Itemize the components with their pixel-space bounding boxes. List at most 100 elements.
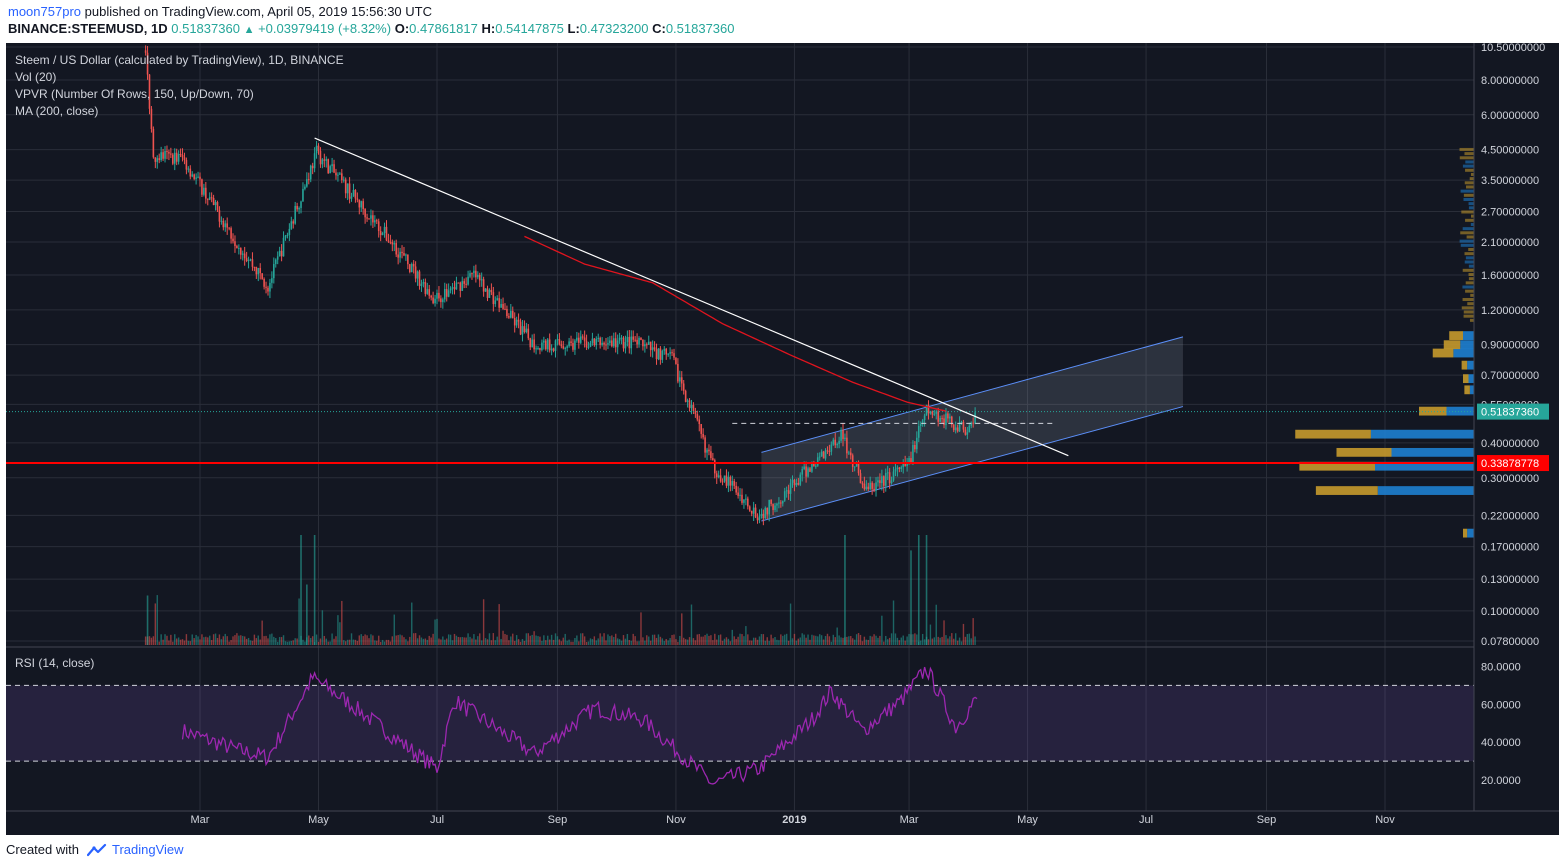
volume-bar xyxy=(442,636,444,645)
candle-body xyxy=(952,424,955,431)
volume-bar xyxy=(531,634,533,645)
symbol-ohlc-line: BINANCE:STEEMUSD, 1D 0.51837360 ▲ +0.039… xyxy=(8,21,735,36)
candle-body xyxy=(754,507,757,518)
volume-bar xyxy=(665,639,667,645)
vpvr-thin-bar xyxy=(1462,227,1474,231)
candle-body xyxy=(409,264,411,273)
volume-bar xyxy=(710,635,712,645)
candle-body xyxy=(593,338,596,346)
volume-bar xyxy=(772,638,774,645)
vpvr-down-bar xyxy=(1432,348,1454,358)
volume-bar xyxy=(615,633,617,645)
candle-body xyxy=(556,339,559,341)
volume-bar xyxy=(626,633,629,645)
volume-bar xyxy=(603,633,605,645)
vpvr-thin-bar xyxy=(1464,152,1474,156)
candle-body xyxy=(902,462,905,468)
volume-bar xyxy=(826,633,829,645)
candle-body xyxy=(273,264,275,279)
candle-body xyxy=(511,310,514,318)
volume-bar xyxy=(467,633,469,645)
candle-body xyxy=(855,463,858,467)
candle-body xyxy=(498,298,500,308)
candle-body xyxy=(473,270,475,274)
volume-bar xyxy=(475,639,477,645)
candle-body xyxy=(644,344,646,347)
downtrend-line xyxy=(314,137,1069,457)
candle-body xyxy=(329,166,331,174)
candle-body xyxy=(201,179,203,195)
price-chart[interactable]: 10.50000000 8.00000000 6.00000000 4.5000000… xyxy=(6,42,1559,835)
candle-body xyxy=(931,411,934,415)
candle-body xyxy=(323,159,326,161)
author-name[interactable]: moon757pro xyxy=(8,4,81,19)
volume-bar xyxy=(288,641,291,645)
candle-body xyxy=(896,467,899,470)
candle-body xyxy=(442,299,444,303)
candle-body xyxy=(849,452,852,456)
volume-bar xyxy=(749,640,751,645)
candle-body xyxy=(706,449,708,453)
volume-bar xyxy=(471,638,473,645)
candle-body xyxy=(731,481,734,486)
volume-bar xyxy=(271,633,273,645)
candle-body xyxy=(317,145,320,151)
vpvr-thin-bar xyxy=(1465,168,1474,172)
vpvr-thin-bar xyxy=(1463,314,1474,318)
volume-bar xyxy=(564,633,566,645)
volume-bar xyxy=(581,633,584,645)
candle-body xyxy=(527,328,530,339)
volume-spike xyxy=(146,595,149,645)
candle-body xyxy=(597,337,600,339)
volume-bar xyxy=(585,641,588,645)
volume-bar xyxy=(568,639,570,645)
legend-vol[interactable]: Vol (20) xyxy=(15,70,56,84)
volume-bar xyxy=(479,633,481,645)
candle-body xyxy=(226,223,228,228)
vpvr-thin-bar xyxy=(1468,273,1474,277)
candle-body xyxy=(653,347,656,350)
candle-body xyxy=(735,485,737,493)
volume-bar xyxy=(164,634,166,645)
volume-bar xyxy=(653,634,656,645)
candle-body xyxy=(797,482,800,485)
candle-body xyxy=(766,507,769,515)
legend-title[interactable]: Steem / US Dollar (calculated by Trading… xyxy=(15,53,344,67)
volume-bar xyxy=(591,639,594,645)
open-label: O: xyxy=(394,21,410,36)
candle-body xyxy=(269,282,271,292)
tradingview-brand[interactable]: TradingView xyxy=(112,842,184,857)
volume-bar xyxy=(785,633,788,645)
candle-body xyxy=(673,353,675,358)
candle-body xyxy=(966,432,969,435)
vpvr-thin-bar xyxy=(1465,256,1474,260)
volume-bar xyxy=(240,635,242,645)
chart-container[interactable]: 10.50000000 8.00000000 6.00000000 4.5000000… xyxy=(6,42,1559,835)
candle-body xyxy=(607,343,609,345)
volume-bar xyxy=(335,636,337,645)
volume-bar xyxy=(935,604,937,645)
vpvr-thin-bar xyxy=(1468,264,1474,268)
volume-bar xyxy=(628,640,631,645)
candle-body xyxy=(276,256,279,260)
price-tick-label: 0.70000000 xyxy=(1481,370,1539,382)
candle-body xyxy=(581,336,584,338)
legend-vpvr[interactable]: VPVR (Number Of Rows, 150, Up/Down, 70) xyxy=(15,87,254,101)
candle-body xyxy=(206,198,209,200)
legend-ma[interactable]: MA (200, close) xyxy=(15,104,98,118)
candle-body xyxy=(634,339,636,341)
candle-body xyxy=(325,159,328,161)
volume-bar xyxy=(846,636,848,645)
candle-body xyxy=(234,241,236,247)
legend-rsi[interactable]: RSI (14, close) xyxy=(15,656,94,670)
volume-bar xyxy=(267,638,269,645)
volume-bar xyxy=(512,633,514,645)
volume-bar xyxy=(370,634,372,645)
volume-bar xyxy=(502,630,504,645)
volume-bar xyxy=(774,636,776,645)
volume-bar xyxy=(842,637,844,645)
candle-body xyxy=(772,503,774,511)
volume-bar xyxy=(616,638,619,645)
candle-body xyxy=(306,179,308,187)
volume-bar xyxy=(368,638,370,645)
